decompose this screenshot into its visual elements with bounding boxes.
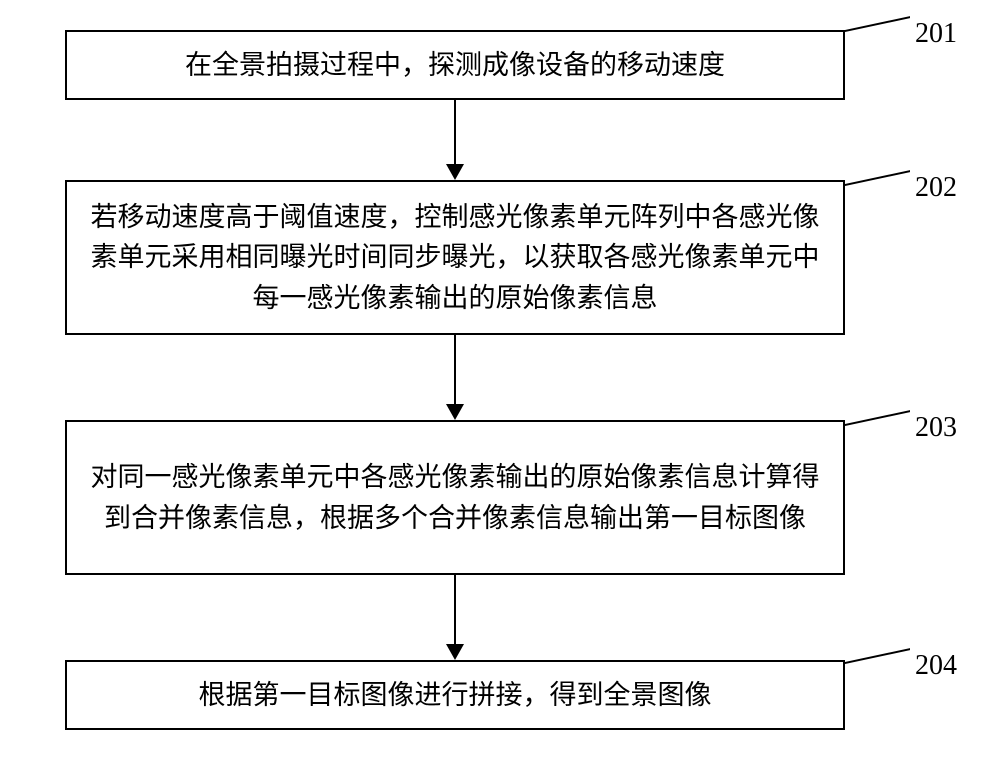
- flow-step-3: 对同一感光像素单元中各感光像素输出的原始像素信息计算得到合并像素信息，根据多个合…: [65, 420, 845, 575]
- flowchart-canvas: 在全景拍摄过程中，探测成像设备的移动速度 201 若移动速度高于阈值速度，控制感…: [0, 0, 1000, 768]
- flow-step-2-text: 若移动速度高于阈值速度，控制感光像素单元阵列中各感光像素单元采用相同曝光时间同步…: [87, 197, 823, 319]
- connector-1-2: [454, 100, 456, 164]
- step-label-204: 204: [915, 650, 957, 682]
- leader-202: [845, 170, 910, 198]
- step-label-203: 203: [915, 412, 957, 444]
- connector-2-3: [454, 335, 456, 404]
- flow-step-1: 在全景拍摄过程中，探测成像设备的移动速度: [65, 30, 845, 100]
- leader-203: [845, 410, 910, 438]
- arrow-1-2: [446, 164, 464, 180]
- flow-step-3-text: 对同一感光像素单元中各感光像素输出的原始像素信息计算得到合并像素信息，根据多个合…: [87, 457, 823, 538]
- leader-201: [845, 16, 910, 44]
- arrow-3-4: [446, 644, 464, 660]
- leader-204: [845, 648, 910, 676]
- flow-step-2: 若移动速度高于阈值速度，控制感光像素单元阵列中各感光像素单元采用相同曝光时间同步…: [65, 180, 845, 335]
- connector-3-4: [454, 575, 456, 644]
- flow-step-4-text: 根据第一目标图像进行拼接，得到全景图像: [199, 675, 712, 716]
- step-label-201: 201: [915, 18, 957, 50]
- step-label-202: 202: [915, 172, 957, 204]
- arrow-2-3: [446, 404, 464, 420]
- flow-step-4: 根据第一目标图像进行拼接，得到全景图像: [65, 660, 845, 730]
- flow-step-1-text: 在全景拍摄过程中，探测成像设备的移动速度: [185, 45, 725, 86]
